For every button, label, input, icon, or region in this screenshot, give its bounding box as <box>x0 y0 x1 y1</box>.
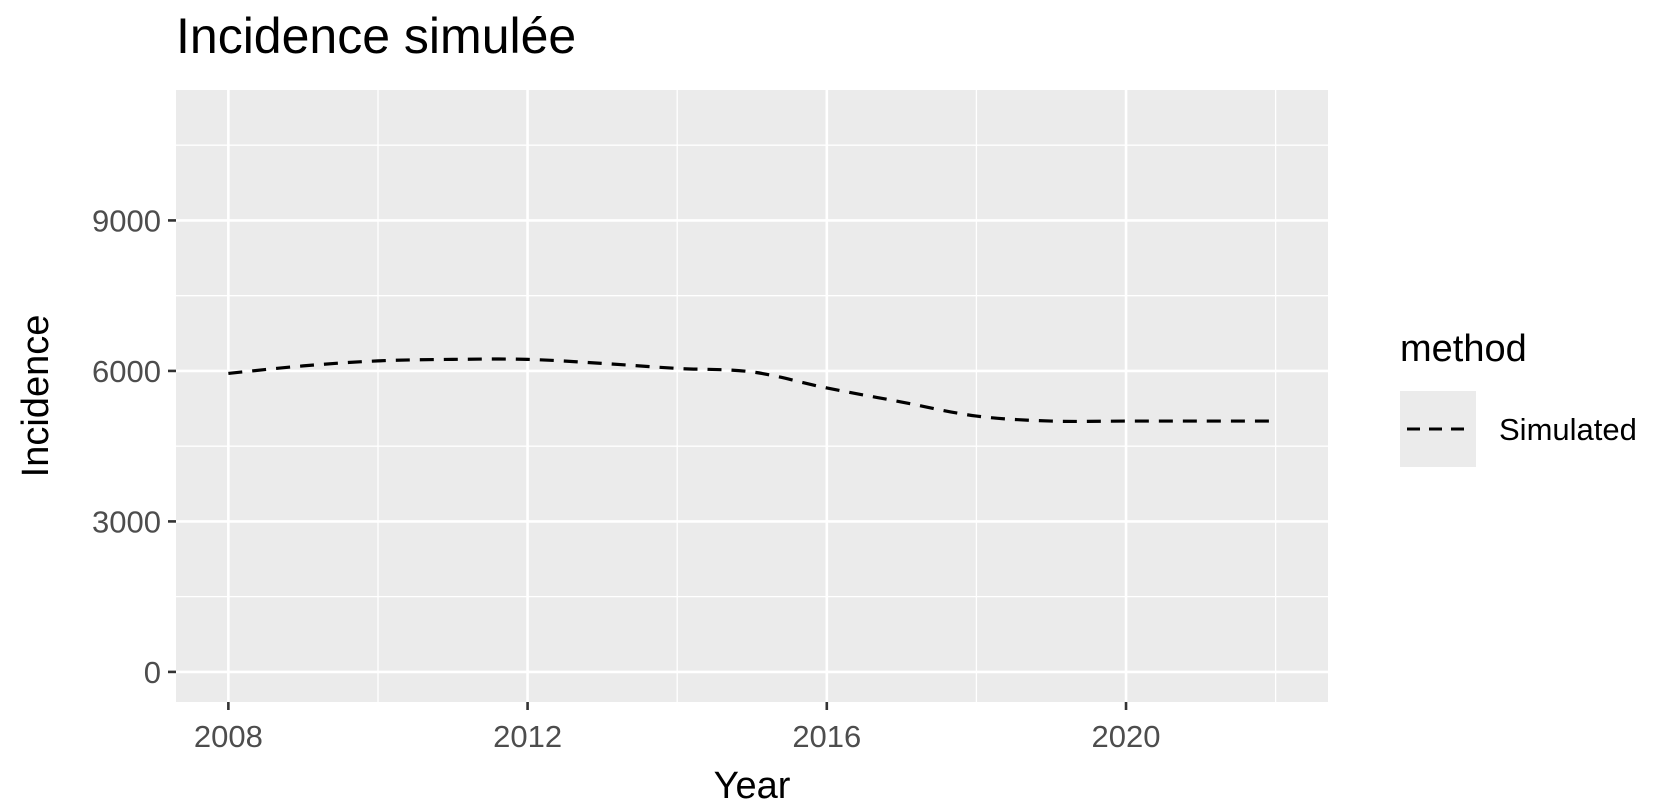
x-tick-label: 2012 <box>493 719 562 754</box>
y-tick-label: 6000 <box>92 354 161 389</box>
x-tick-label: 2020 <box>1092 719 1161 754</box>
legend-title: method <box>1400 328 1527 370</box>
x-axis-title: Year <box>714 765 791 805</box>
y-axis-title: Incidence <box>15 315 57 478</box>
y-axis: 0 3000 6000 9000 <box>92 203 176 690</box>
major-gridlines <box>176 90 1328 702</box>
x-axis: 2008 2012 2016 2020 <box>194 702 1161 754</box>
series-line-simulated <box>228 357 1276 424</box>
y-tick-label: 9000 <box>92 203 161 238</box>
series-layer <box>228 357 1276 424</box>
chart-title: Incidence simulée <box>176 8 576 64</box>
y-tick-label: 3000 <box>92 504 161 539</box>
legend-entry-simulated: Simulated <box>1499 412 1637 447</box>
x-tick-label: 2016 <box>792 719 861 754</box>
legend: method Simulated <box>1400 328 1637 467</box>
minor-gridlines <box>176 90 1328 702</box>
x-tick-label: 2008 <box>194 719 263 754</box>
y-tick-label: 0 <box>144 655 161 690</box>
plot-panel <box>176 90 1328 702</box>
